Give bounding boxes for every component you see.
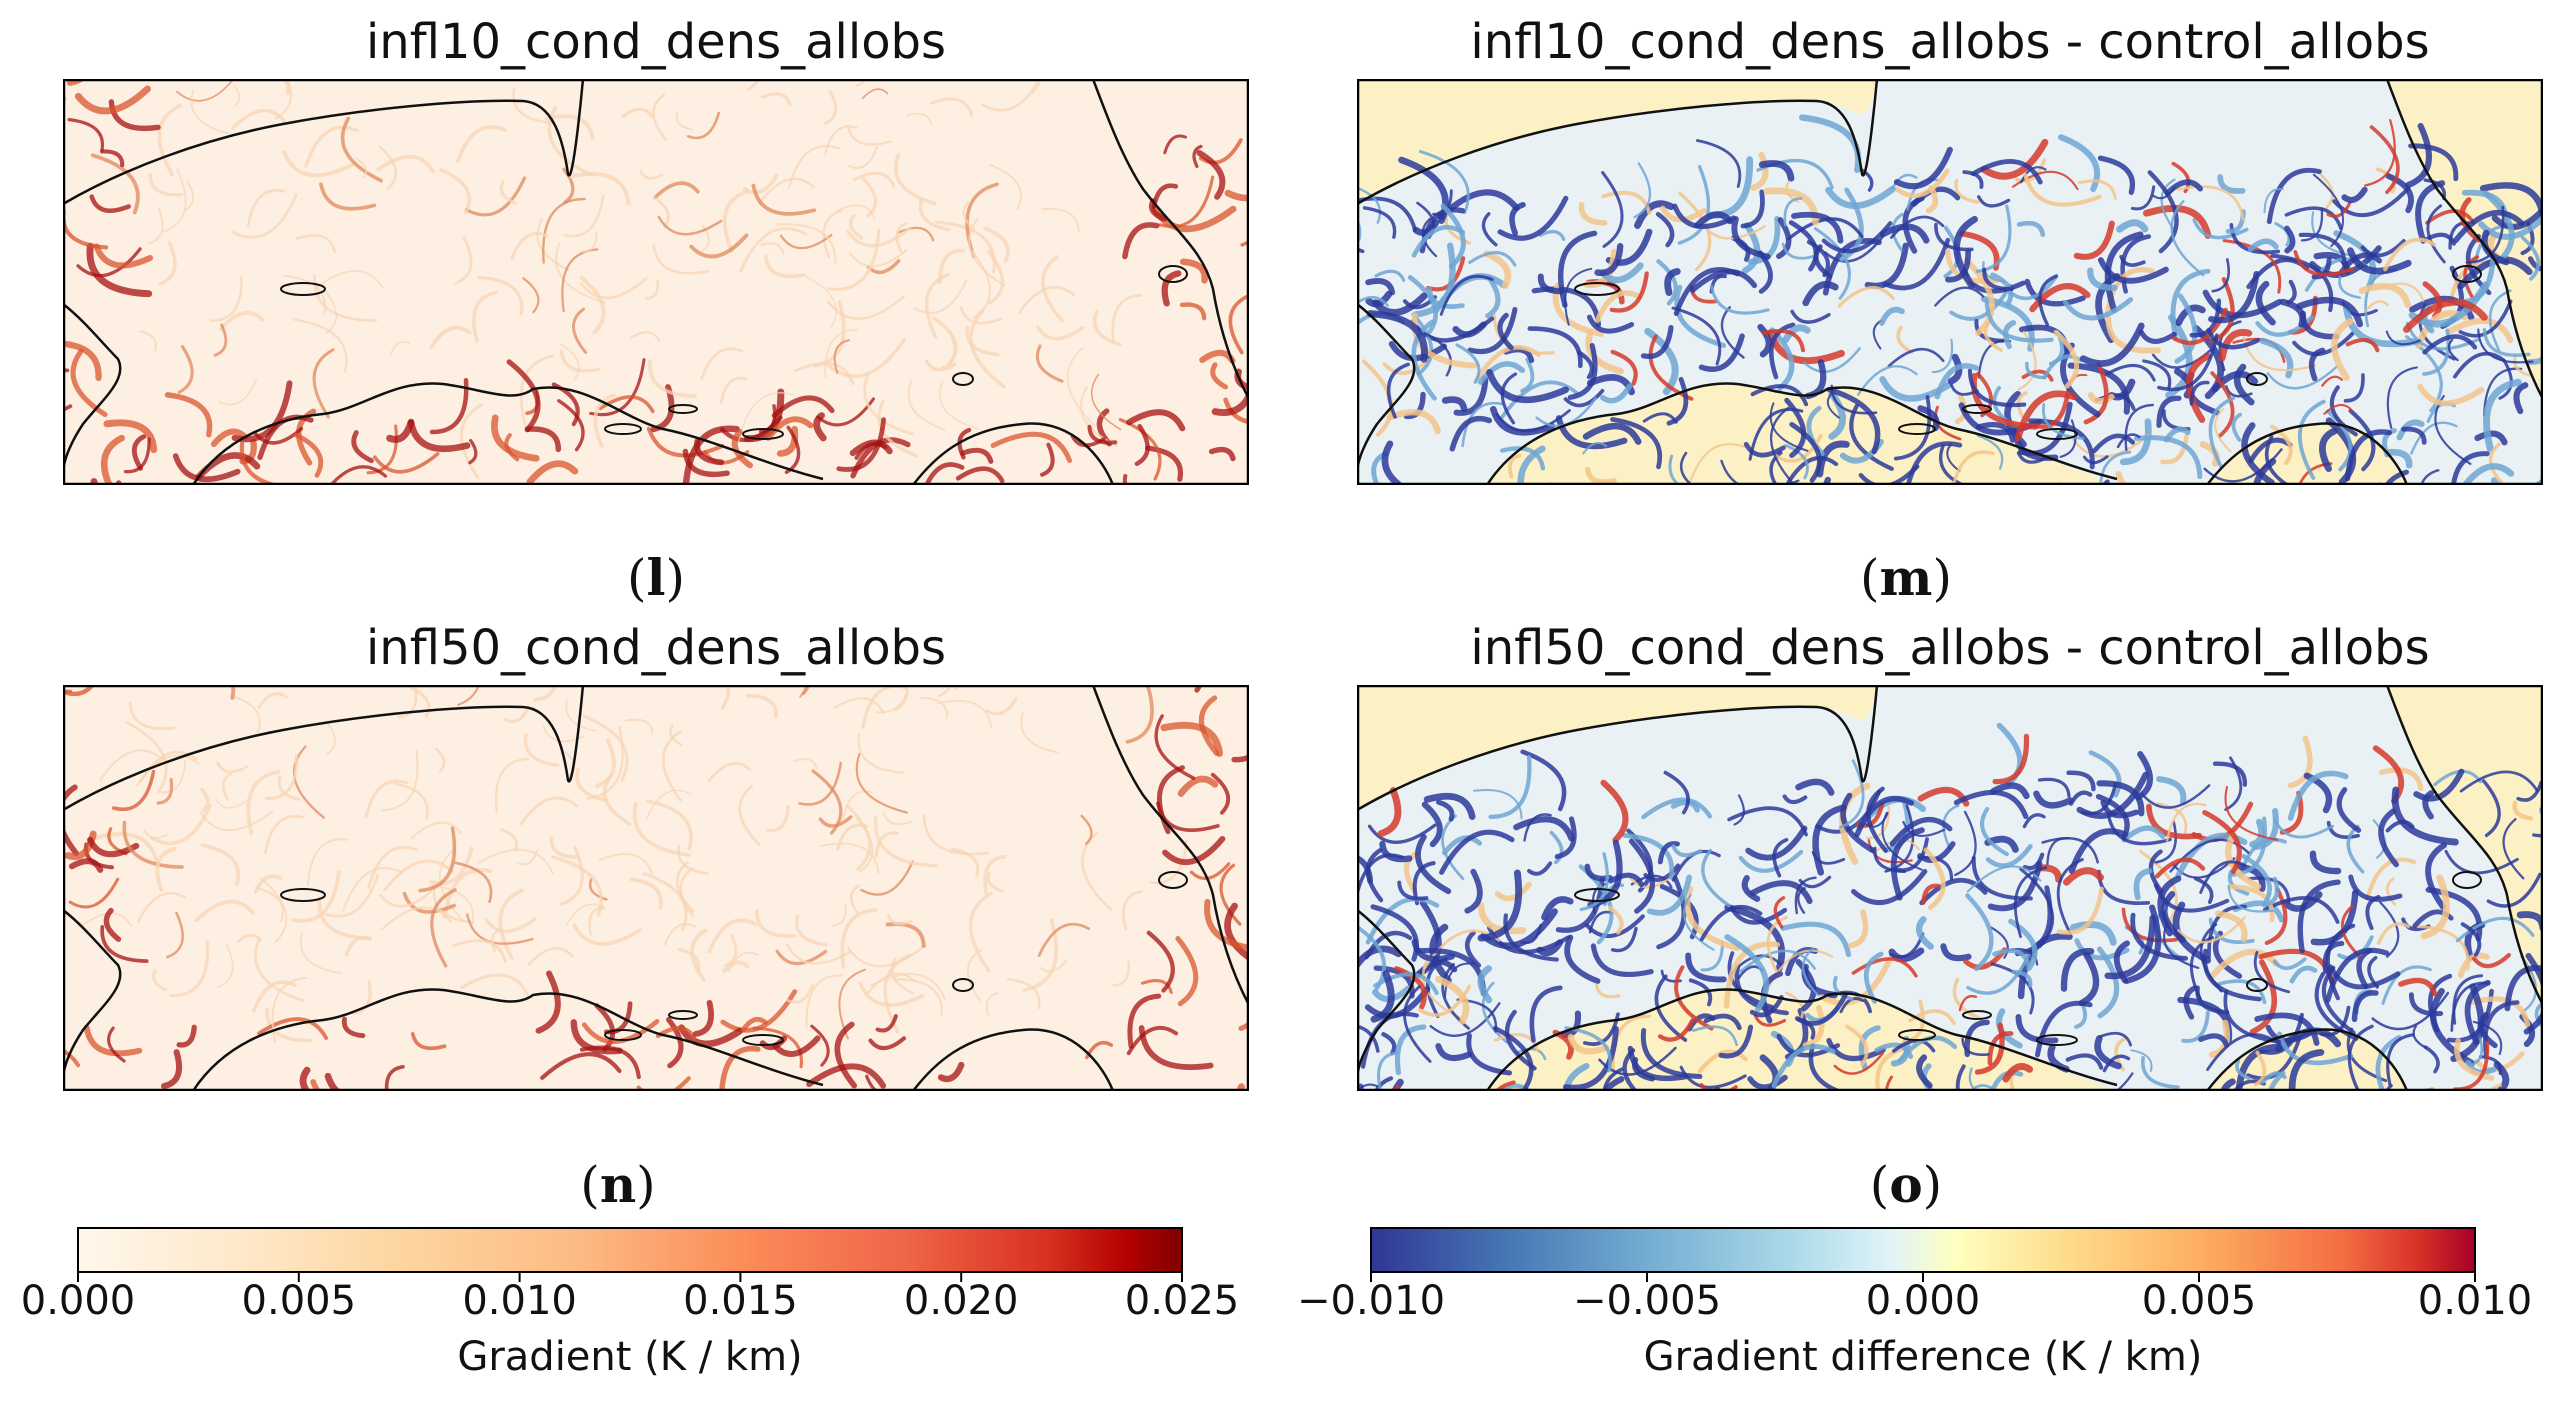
- island: [280, 282, 326, 296]
- island: [668, 1010, 698, 1020]
- colorbar-tick-label: 0.005: [241, 1278, 357, 1324]
- island: [604, 423, 642, 435]
- coastline: [191, 382, 1115, 485]
- map-background: [63, 79, 1249, 485]
- island: [1574, 888, 1620, 902]
- island: [1962, 1010, 1992, 1020]
- panel-title-n: infl50_cond_dens_allobs: [365, 620, 947, 676]
- map-panel-l: [63, 79, 1249, 485]
- island: [668, 404, 698, 414]
- land-region: [1357, 79, 1877, 204]
- coastline: [63, 303, 122, 475]
- panel-label-m: (m): [1860, 548, 1952, 607]
- island: [1898, 1029, 1936, 1041]
- island: [280, 888, 326, 902]
- island: [1898, 423, 1936, 435]
- island: [742, 1034, 784, 1046]
- island: [952, 978, 974, 992]
- panel-label-n: (n): [580, 1155, 656, 1214]
- field-texture: [1357, 114, 2543, 485]
- coastline: [1485, 988, 2409, 1091]
- colorbar-gradient-fill: [77, 1227, 1183, 1273]
- tick-labels-gradient: 0.000 0.005 0.010 0.015 0.020 0.025: [21, 1278, 1240, 1328]
- colorbar-difference-fill: [1370, 1227, 2476, 1273]
- coastline: [1485, 382, 2409, 485]
- coastline: [1357, 685, 1879, 812]
- island: [2036, 428, 2078, 440]
- island: [2246, 978, 2268, 992]
- colorbar-tick-label: 0.015: [683, 1278, 798, 1324]
- coastline: [191, 988, 1115, 1091]
- colorbar-difference-label: Gradient difference (K / km): [1643, 1334, 2203, 1380]
- map-panel-n: [63, 685, 1249, 1091]
- map-frame: [63, 79, 1249, 485]
- colorbar-tick-label: 0.005: [2141, 1278, 2257, 1324]
- panel-title-o: infl50_cond_dens_allobs - control_allobs: [1470, 620, 2430, 676]
- colorbar-tick-label: 0.000: [1865, 1278, 1981, 1324]
- coastline: [1091, 79, 1249, 400]
- colorbar-tick-label: −0.010: [1296, 1278, 1446, 1324]
- island: [1574, 282, 1620, 296]
- field-texture: [63, 685, 1249, 1091]
- coastline: [1357, 79, 1879, 206]
- panel-label-o: (o): [1869, 1155, 1943, 1214]
- colorbar-tick-label: 0.025: [1124, 1278, 1240, 1324]
- panel-title-l: infl10_cond_dens_allobs: [365, 14, 947, 70]
- island: [1158, 871, 1188, 889]
- land-region: [1357, 685, 1877, 810]
- field-texture: [1357, 722, 2543, 1091]
- coastline: [1357, 303, 1416, 475]
- coastline: [63, 79, 585, 206]
- colorbar-tick-label: −0.005: [1572, 1278, 1722, 1324]
- map-frame: [63, 685, 1249, 1091]
- map-panel-o: [1357, 685, 2543, 1091]
- coastline: [1357, 909, 1416, 1081]
- coastline: [1091, 685, 1249, 1006]
- colorbar-tick-label: 0.020: [903, 1278, 1019, 1324]
- panel-label-l: (l): [626, 548, 686, 607]
- panel-title-m: infl10_cond_dens_allobs - control_allobs: [1470, 14, 2430, 70]
- island: [2452, 871, 2482, 889]
- land-region: [2387, 685, 2543, 1005]
- colorbar-tick-label: 0.010: [2417, 1278, 2533, 1324]
- colorbar-difference: [1370, 1227, 2476, 1282]
- island: [1158, 265, 1188, 283]
- map-frame: [1357, 79, 2543, 485]
- map-panel-m: [1357, 79, 2543, 485]
- coastline: [63, 909, 122, 1081]
- island: [604, 1029, 642, 1041]
- island: [952, 372, 974, 386]
- coastline: [2385, 79, 2543, 400]
- coastline: [63, 685, 585, 812]
- island: [742, 428, 784, 440]
- map-frame: [1357, 685, 2543, 1091]
- colorbar-gradient-label: Gradient (K / km): [457, 1334, 803, 1380]
- island: [2246, 372, 2268, 386]
- colorbar-tick-label: 0.000: [20, 1278, 136, 1324]
- island: [2036, 1034, 2078, 1046]
- island: [2452, 265, 2482, 283]
- island: [1962, 404, 1992, 414]
- colorbar-gradient: [77, 1227, 1183, 1282]
- colorbar-tick-label: 0.010: [462, 1278, 577, 1324]
- coastline: [2385, 685, 2543, 1006]
- tick-labels-difference: −0.010 −0.005 0.000 0.005 0.010: [1297, 1278, 2532, 1328]
